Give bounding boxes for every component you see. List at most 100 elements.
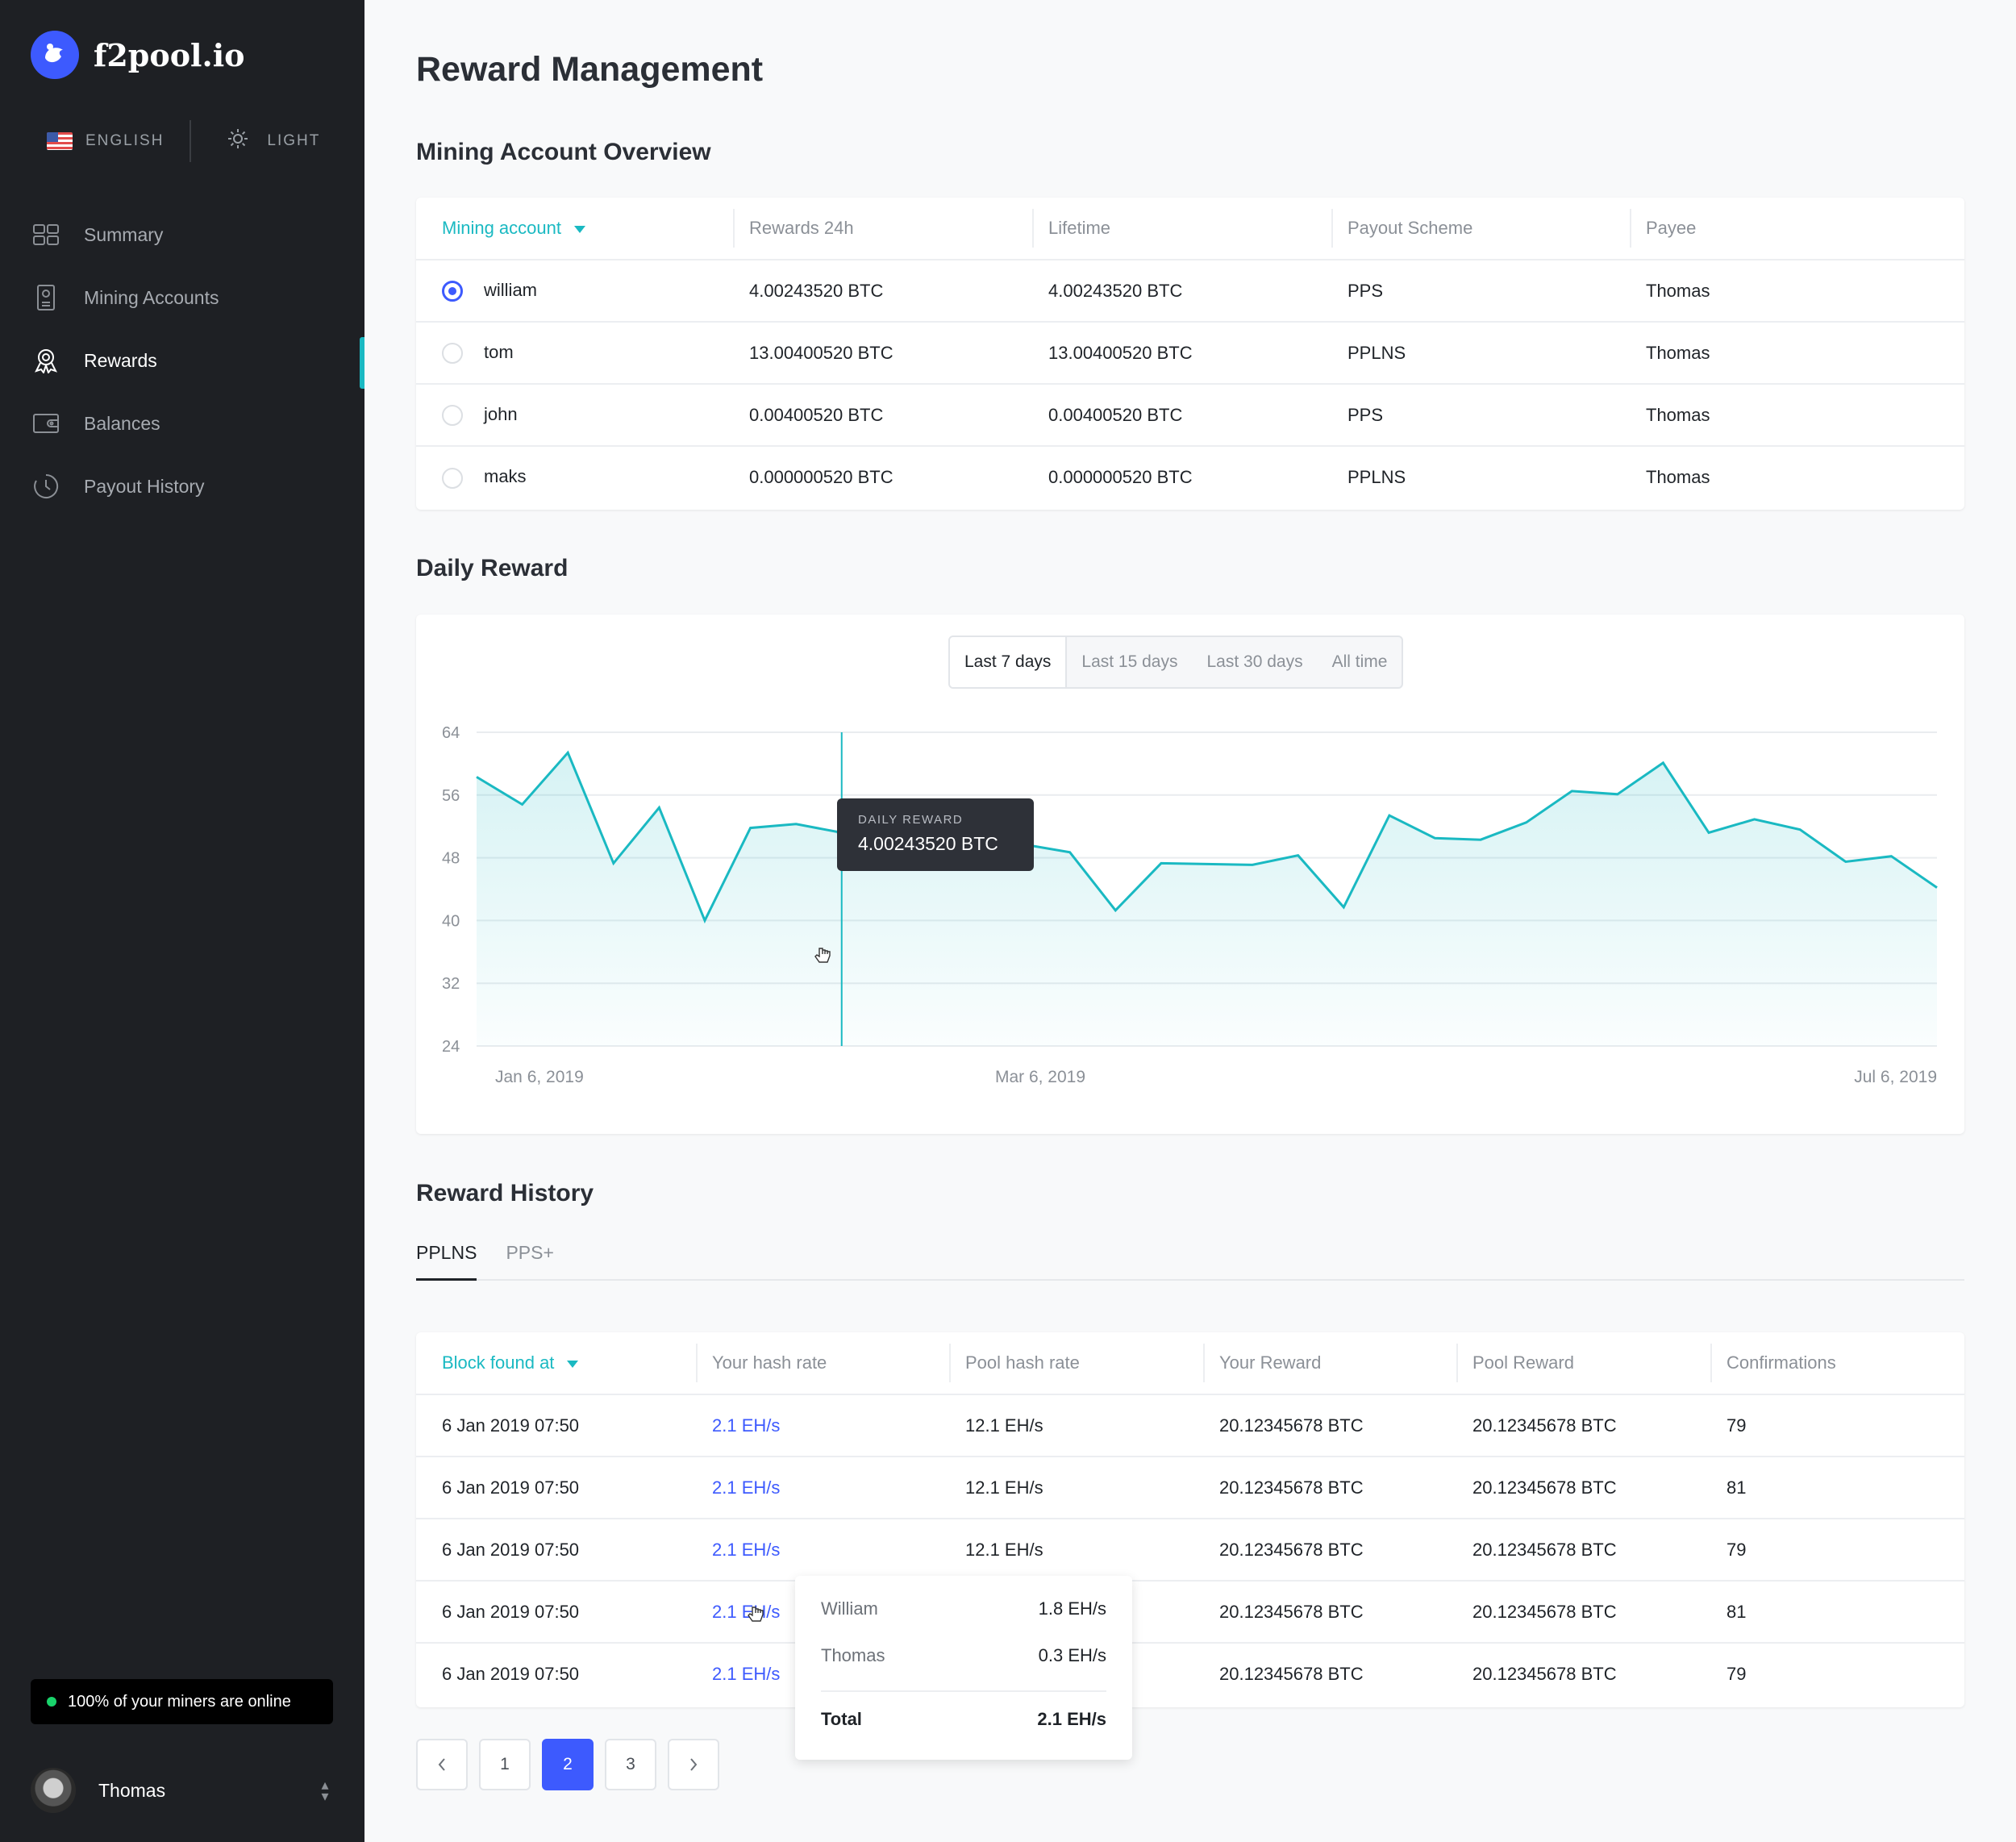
col-pool-reward: Pool Reward bbox=[1456, 1332, 1710, 1395]
data-point[interactable] bbox=[1342, 906, 1345, 909]
account-radio[interactable] bbox=[442, 343, 463, 365]
data-point[interactable] bbox=[1889, 855, 1893, 858]
scheme-cell: PPLNS bbox=[1347, 467, 1406, 487]
pool-reward-cell: 20.12345678 BTC bbox=[1456, 1457, 1710, 1519]
table-row[interactable]: tom 13.00400520 BTC 13.00400520 BTC PPLN… bbox=[416, 322, 1964, 385]
data-point[interactable] bbox=[1068, 851, 1072, 854]
sidebar-item-mining-accounts[interactable]: Mining Accounts bbox=[0, 266, 364, 329]
data-point[interactable] bbox=[1251, 863, 1254, 866]
tab-pplns[interactable]: PPLNS bbox=[416, 1239, 477, 1281]
us-flag-icon bbox=[47, 132, 73, 150]
data-point[interactable] bbox=[612, 861, 615, 865]
sidebar-item-label: Summary bbox=[84, 223, 164, 245]
pool-reward-cell: 20.12345678 BTC bbox=[1456, 1581, 1710, 1644]
data-point[interactable] bbox=[1661, 761, 1664, 765]
tooltip-value: 4.00243520 BTC bbox=[858, 833, 998, 854]
data-point[interactable] bbox=[1753, 818, 1756, 821]
hash-rate-popover: William 1.8 EH/s Thomas 0.3 EH/s Total 2… bbox=[795, 1576, 1132, 1760]
page-button-1[interactable]: 1 bbox=[479, 1739, 531, 1790]
data-point[interactable] bbox=[749, 827, 752, 830]
data-point[interactable] bbox=[1479, 838, 1482, 841]
your-hash-rate-link[interactable]: 2.1 EH/s bbox=[696, 1457, 949, 1519]
reward-line bbox=[476, 750, 1938, 924]
col-block-found-at[interactable]: Block found at bbox=[416, 1332, 696, 1395]
table-row: 6 Jan 2019 07:50 2.1 EH/s 12.1 EH/s 20.1… bbox=[416, 1457, 1964, 1519]
data-point[interactable] bbox=[1798, 828, 1801, 831]
your-hash-rate-link[interactable]: 2.1 EH/s bbox=[712, 1664, 781, 1684]
account-cell: tom bbox=[416, 322, 733, 385]
data-point[interactable] bbox=[794, 823, 798, 826]
confirmations-cell: 79 bbox=[1710, 1394, 1964, 1457]
next-page-button[interactable] bbox=[668, 1739, 719, 1790]
col-mining-account[interactable]: Mining account bbox=[416, 198, 733, 260]
confirmations-cell: 79 bbox=[1710, 1519, 1964, 1582]
data-point[interactable] bbox=[1935, 886, 1939, 890]
lifetime-cell: 4.00243520 BTC bbox=[1032, 260, 1331, 323]
theme-switch[interactable]: LIGHT bbox=[227, 127, 320, 155]
range-last-30-days[interactable]: Last 30 days bbox=[1206, 652, 1303, 671]
account-radio[interactable] bbox=[442, 405, 463, 427]
account-radio[interactable] bbox=[442, 281, 463, 302]
data-point[interactable] bbox=[475, 775, 478, 778]
x-tick-label: Jan 6, 2019 bbox=[495, 1068, 584, 1086]
sidebar-item-balances[interactable]: Balances bbox=[0, 392, 364, 455]
account-radio[interactable] bbox=[442, 467, 463, 489]
daily-reward-chart[interactable]: 64 56 48 40 32 24 Jan 6, 2019 Mar 6, 2019 Jul 6… bbox=[416, 615, 1964, 1134]
sidebar-item-payout-history[interactable]: Payout History bbox=[0, 455, 364, 518]
x-tick-label: Jul 6, 2019 bbox=[1854, 1068, 1937, 1086]
your-reward-cell: 20.12345678 BTC bbox=[1203, 1457, 1456, 1519]
data-point[interactable] bbox=[566, 751, 569, 754]
history-tabs: PPLNS PPS+ bbox=[416, 1239, 1964, 1281]
chevron-up-down-icon[interactable]: ▴ ▾ bbox=[321, 1777, 329, 1804]
history-table-card: Block found at Your hash rate Pool hash … bbox=[416, 1332, 1964, 1707]
page-button-2[interactable]: 2 bbox=[542, 1739, 594, 1790]
account-cell: maks bbox=[416, 446, 733, 508]
data-point[interactable] bbox=[1388, 814, 1391, 817]
date-cell: 6 Jan 2019 07:50 bbox=[416, 1457, 696, 1519]
logo[interactable]: f2pool.io bbox=[31, 31, 245, 79]
page-button-3[interactable]: 3 bbox=[605, 1739, 656, 1790]
data-point[interactable] bbox=[1844, 860, 1847, 863]
data-point[interactable] bbox=[521, 802, 524, 806]
data-point[interactable] bbox=[1570, 790, 1573, 793]
your-hash-rate-link[interactable]: 2.1 EH/s bbox=[696, 1394, 949, 1457]
avatar bbox=[31, 1768, 76, 1813]
history-icon bbox=[32, 473, 60, 500]
sidebar-item-summary[interactable]: Summary bbox=[0, 203, 364, 266]
data-point[interactable] bbox=[1433, 836, 1436, 840]
table-row[interactable]: william 4.00243520 BTC 4.00243520 BTC PP… bbox=[416, 260, 1964, 323]
data-point[interactable] bbox=[1160, 861, 1163, 865]
range-all-time[interactable]: All time bbox=[1331, 652, 1388, 671]
language-switch[interactable]: ENGLISH bbox=[47, 132, 164, 150]
data-point[interactable] bbox=[1206, 862, 1209, 865]
data-point[interactable] bbox=[1114, 909, 1117, 912]
confirmations-cell: 79 bbox=[1727, 1664, 1747, 1684]
table-row[interactable]: john 0.00400520 BTC 0.00400520 BTC PPS T… bbox=[416, 384, 1964, 447]
data-point[interactable] bbox=[657, 806, 660, 809]
data-point[interactable] bbox=[703, 919, 706, 922]
overview-title: Mining Account Overview bbox=[416, 139, 711, 165]
date-cell: 6 Jan 2019 07:50 bbox=[416, 1519, 696, 1582]
your-reward-cell: 20.12345678 BTC bbox=[1203, 1581, 1456, 1644]
range-last-15-days[interactable]: Last 15 days bbox=[1081, 652, 1178, 671]
reward-history-title: Reward History bbox=[416, 1180, 594, 1206]
range-last-7-days[interactable]: Last 7 days bbox=[950, 637, 1068, 687]
data-point[interactable] bbox=[1297, 854, 1300, 857]
popover-row: Thomas 0.3 EH/s bbox=[821, 1645, 1106, 1665]
col-payout-scheme: Payout Scheme bbox=[1331, 198, 1630, 260]
data-point[interactable] bbox=[1525, 821, 1528, 824]
sidebar-item-label: Mining Accounts bbox=[84, 286, 219, 308]
sort-caret-icon bbox=[567, 1360, 579, 1368]
sidebar-item-rewards[interactable]: Rewards bbox=[0, 329, 364, 392]
lifetime-cell: 0.00400520 BTC bbox=[1032, 384, 1331, 447]
account-cell: william bbox=[416, 260, 733, 323]
data-point[interactable] bbox=[1616, 793, 1619, 796]
table-row[interactable]: maks 0.000000520 BTC 0.000000520 BTC PPL… bbox=[416, 446, 1964, 508]
user-menu[interactable]: Thomas ▴ ▾ bbox=[31, 1766, 333, 1815]
data-point[interactable] bbox=[1707, 831, 1710, 834]
your-hash-rate-link[interactable]: 2.1 EH/s bbox=[696, 1519, 949, 1582]
popover-divider bbox=[821, 1690, 1106, 1692]
sidebar-nav: Summary Mining Accounts Rewards Balances… bbox=[0, 203, 364, 518]
prev-page-button[interactable] bbox=[416, 1739, 468, 1790]
tab-pps-plus[interactable]: PPS+ bbox=[506, 1242, 554, 1263]
